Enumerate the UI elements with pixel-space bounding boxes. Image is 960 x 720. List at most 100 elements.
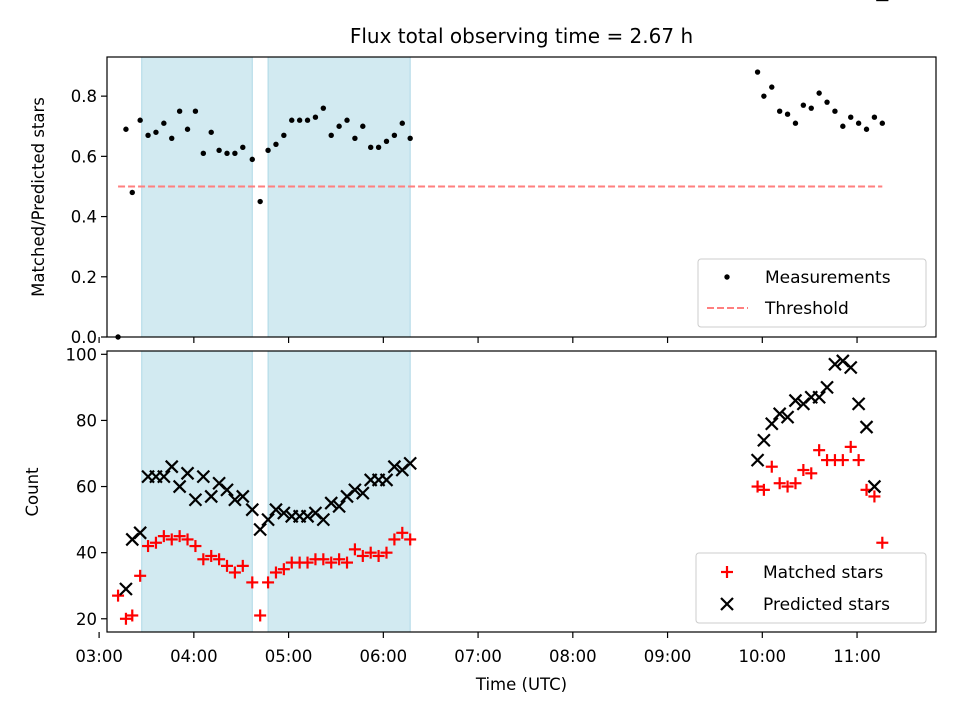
matched-stars-point — [852, 454, 865, 467]
measurement-point — [391, 132, 398, 138]
top-shaded-interval-2 — [267, 56, 411, 338]
x-tick-label: 10:00 — [739, 647, 787, 666]
top-legend: Measurements Threshold — [697, 258, 927, 328]
matched-stars-point — [126, 609, 139, 622]
bottom-x-ticks: 03:00 04:00 05:00 06:00 07:00 08:00 09:00 10:00… — [75, 632, 881, 666]
predicted-stars-point — [236, 489, 250, 504]
matched-stars-point — [404, 533, 417, 546]
top-y-tick-label: 0.0 — [71, 328, 97, 347]
predicted-stars-point — [253, 522, 267, 537]
measurement-point — [145, 132, 151, 138]
legend-matched-label: Matched stars — [763, 563, 883, 583]
measurement-point — [754, 69, 761, 75]
matched-stars-point — [765, 460, 778, 473]
measurement-point — [792, 120, 799, 126]
matched-stars-point — [333, 553, 346, 566]
matched-stars-point — [262, 576, 275, 589]
legend-measurements-marker — [724, 274, 730, 280]
legend-threshold-label: Threshold — [764, 299, 849, 319]
matched-stars-point — [836, 454, 849, 467]
top-x-ticks — [98, 337, 858, 343]
measurement-point — [232, 150, 238, 157]
predicted-stars-point — [348, 483, 362, 497]
matched-stars-point — [205, 549, 218, 562]
measurement-point — [123, 126, 129, 132]
predicted-stars-point — [403, 456, 417, 471]
predicted-stars-point — [119, 582, 133, 596]
measurement-point — [304, 117, 311, 123]
predicted-stars-point — [859, 420, 874, 434]
matched-stars-point — [805, 467, 818, 480]
top-legend-box — [697, 258, 927, 328]
bottom-y-ticks: 20 40 60 80 100 — [66, 345, 107, 629]
measurement-point — [383, 138, 390, 145]
matched-stars-point — [301, 556, 314, 569]
matched-stars-point — [254, 609, 267, 622]
measurement-point — [312, 114, 319, 120]
measurement-point — [399, 120, 405, 126]
matched-stars-point — [388, 533, 401, 546]
matched-stars-point — [868, 490, 881, 503]
matched-stars-point — [228, 566, 241, 579]
predicted-stars-point — [157, 469, 171, 484]
x-axis-label: Time (UTC) — [475, 675, 567, 694]
top-y-tick-label: 0.8 — [71, 87, 97, 106]
x-tick-label: 04:00 — [170, 647, 218, 666]
top-y-axis-label: Matched/Predicted stars — [29, 97, 48, 297]
x-tick-label: 05:00 — [265, 647, 313, 666]
bottom-y-tick-label: 20 — [76, 610, 97, 629]
measurement-point — [129, 189, 135, 196]
bottom-legend-box — [695, 552, 927, 624]
legend-predicted-marker — [720, 597, 734, 611]
legend-matched-marker — [721, 566, 733, 578]
predicted-stars-point — [220, 483, 234, 497]
bottom-panel: 20 40 60 80 100 03:00 04:00 05:00 06:00 07:00 08:… — [23, 0, 937, 694]
predicted-stars-point — [324, 496, 339, 510]
measurement-point — [176, 108, 183, 114]
matched-stars-point — [149, 536, 162, 549]
predicted-stars-point — [843, 360, 858, 375]
measurement-point — [224, 150, 230, 157]
matched-stars-point — [189, 540, 202, 553]
predicted-stars-point — [780, 410, 795, 424]
matched-stars-point — [173, 530, 186, 543]
measurement-point — [776, 108, 783, 114]
measurement-point — [328, 132, 334, 138]
top-series-marks — [115, 69, 886, 340]
predicted-stars-point — [379, 473, 394, 487]
predicted-stars-point — [867, 479, 882, 494]
measurement-point — [352, 135, 358, 141]
bottom-shaded-intervals — [141, 350, 411, 633]
bottom-y-tick-label: 100 — [66, 345, 98, 364]
matched-stars-point — [844, 440, 857, 453]
matched-stars-point — [277, 563, 290, 576]
predicted-stars-point — [772, 407, 787, 421]
measurement-point — [192, 108, 199, 114]
measurement-point — [161, 120, 167, 126]
bottom-y-tick-label: 60 — [76, 478, 97, 497]
x-tick-label: 09:00 — [644, 647, 692, 666]
measurement-point — [360, 123, 366, 129]
predicted-stars-point — [188, 492, 203, 507]
predicted-stars-point — [851, 397, 866, 411]
bottom-axes-frame — [106, 350, 937, 633]
matched-stars-point — [757, 483, 770, 496]
measurement-point — [200, 150, 207, 157]
measurement-point — [273, 141, 279, 148]
predicted-stars-point — [788, 393, 803, 408]
measurement-point — [257, 198, 263, 205]
matched-stars-point — [221, 559, 234, 572]
predicted-stars-point — [300, 509, 315, 524]
top-shaded-interval-1 — [141, 56, 253, 338]
matched-stars-point — [325, 556, 338, 569]
predicted-stars-point — [332, 499, 346, 514]
matched-stars-point — [797, 464, 810, 477]
matched-stars-point — [119, 612, 132, 625]
measurement-point — [289, 117, 295, 123]
measurement-point — [137, 117, 143, 123]
x-tick-label: 11:00 — [833, 647, 881, 666]
matched-stars-point — [157, 530, 170, 543]
matched-stars-point — [773, 477, 786, 490]
legend-measurements-label: Measurements — [765, 268, 891, 288]
